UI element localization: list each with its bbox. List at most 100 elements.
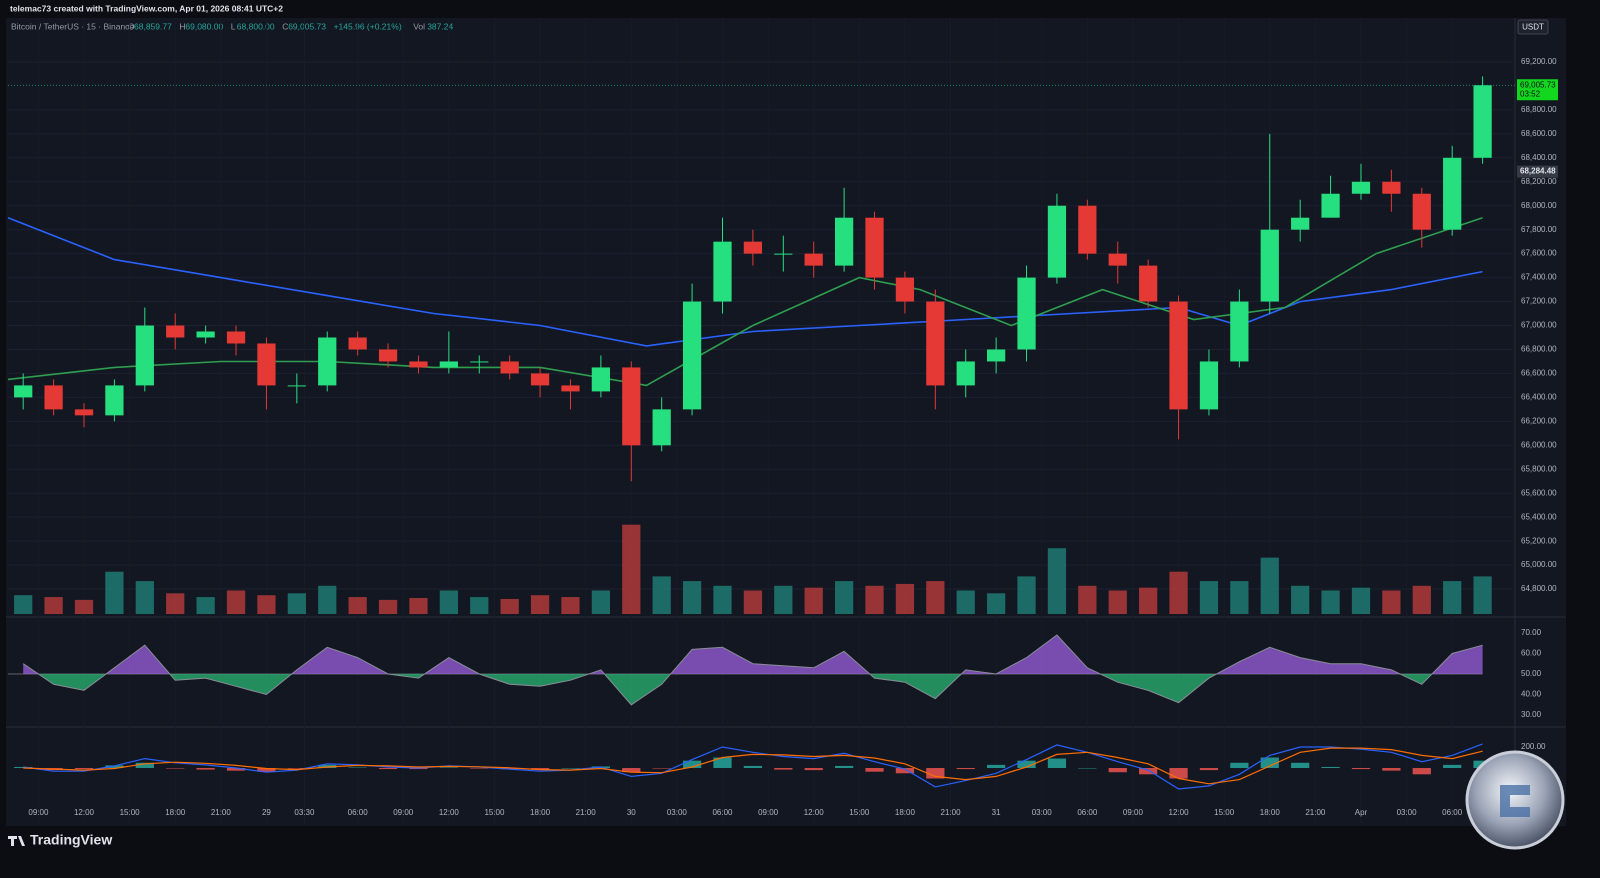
macd-histogram-bar xyxy=(1382,768,1401,771)
ohlc-value: 68,859.77 xyxy=(134,21,172,31)
macd-histogram-bar xyxy=(105,765,124,769)
volume-bar xyxy=(257,595,276,614)
candle-body xyxy=(774,253,793,255)
candle-body xyxy=(14,385,33,398)
y-tick-label: 66,200.00 xyxy=(1521,416,1557,425)
x-tick-label: 12:00 xyxy=(1169,808,1190,817)
macd-histogram-bar xyxy=(804,768,823,771)
candle-body xyxy=(591,367,610,392)
rsi-fill-lower xyxy=(38,674,1432,705)
volume-bar xyxy=(44,597,63,614)
avatar-glyph xyxy=(1500,785,1530,817)
candle-body xyxy=(652,409,671,446)
volume-bar xyxy=(743,590,763,614)
volume-bar xyxy=(439,590,458,614)
macd-histogram-bar xyxy=(530,768,550,770)
candle-body xyxy=(500,361,519,374)
macd-histogram-bar xyxy=(1412,768,1431,775)
macd-histogram-bar xyxy=(1260,757,1279,769)
macd-histogram-bar xyxy=(1443,764,1462,769)
volume-bar xyxy=(1230,581,1249,614)
candle-body xyxy=(1047,205,1067,278)
candle-body xyxy=(561,385,580,392)
volume-bar xyxy=(834,581,854,614)
candle-body xyxy=(74,409,94,416)
x-tick-label: 09:00 xyxy=(1123,808,1144,817)
macd-histogram-bar xyxy=(1321,766,1340,769)
volume-bar xyxy=(196,597,215,614)
macd-line xyxy=(23,743,1483,790)
macd-histogram-bar xyxy=(1291,762,1310,769)
candle-body xyxy=(226,331,246,344)
ohlc-value: 68,800.00 xyxy=(237,21,275,31)
x-tick-label: 18:00 xyxy=(1260,808,1281,817)
x-tick-label: 03:00 xyxy=(667,808,688,817)
candle-body xyxy=(1412,193,1431,230)
candle-body xyxy=(743,241,763,254)
volume-bar xyxy=(1291,585,1310,614)
x-tick-label: 15:00 xyxy=(484,808,505,817)
volume-bar xyxy=(500,598,519,614)
x-tick-label: 09:00 xyxy=(758,808,779,817)
x-tick-label: 12:00 xyxy=(74,808,95,817)
x-tick-label: 06:00 xyxy=(1442,808,1463,817)
x-tick-label: 21:00 xyxy=(211,808,232,817)
volume-bar xyxy=(348,597,367,614)
volume-bar xyxy=(1108,590,1127,614)
marker-box xyxy=(1517,165,1558,178)
volume-bar xyxy=(135,581,154,614)
candle-body xyxy=(257,343,276,386)
y-tick-label: 69,200.00 xyxy=(1521,57,1557,66)
rsi-line xyxy=(22,634,1483,706)
y-tick-label: 67,000.00 xyxy=(1521,321,1557,330)
volume-bar xyxy=(1199,581,1219,614)
x-tick-label: 03:00 xyxy=(1397,808,1418,817)
candle-body xyxy=(682,301,702,410)
macd-histogram-bar xyxy=(834,765,854,769)
rsi-tick-label: 30.00 xyxy=(1521,710,1542,719)
macd-histogram-bar xyxy=(470,768,489,769)
volume-bar xyxy=(1473,576,1492,614)
candle-body xyxy=(1321,193,1340,218)
vol-key: Vol xyxy=(413,21,425,31)
avatar-coin xyxy=(1465,750,1565,850)
macd-histogram-bar xyxy=(1047,758,1067,769)
x-tick-label: 15:00 xyxy=(120,808,141,817)
macd-histogram-bar xyxy=(652,768,671,769)
x-tick-label: 03:30 xyxy=(294,808,315,817)
y-tick-label: 65,200.00 xyxy=(1521,536,1557,545)
candle-body xyxy=(1139,265,1158,302)
y-tick-label: 67,600.00 xyxy=(1521,249,1557,258)
volume-bar xyxy=(1260,557,1279,614)
macd-histogram-bar xyxy=(895,768,915,774)
candle-body xyxy=(166,325,185,338)
macd-histogram-bar xyxy=(74,768,94,770)
x-tick-label: 15:00 xyxy=(849,808,870,817)
x-tick-label: 21:00 xyxy=(1305,808,1326,817)
y-tick-label: 68,800.00 xyxy=(1521,105,1557,114)
avatar xyxy=(1465,750,1565,850)
macd-histogram-bar xyxy=(926,768,945,779)
candle-body xyxy=(1473,85,1492,158)
x-tick-label: 18:00 xyxy=(895,808,916,817)
marker-label: 68,284.48 xyxy=(1520,167,1556,176)
macd-histogram-bar xyxy=(865,768,884,772)
volume-bar xyxy=(166,593,185,614)
macd-histogram-bar xyxy=(439,767,458,769)
x-tick-label: 12:00 xyxy=(804,808,825,817)
change: +145.96 (+0.21%) xyxy=(334,21,402,31)
x-tick-label: 12:00 xyxy=(439,808,460,817)
candle-body xyxy=(196,331,215,338)
macd-histogram-bar xyxy=(1139,768,1158,775)
y-tick-label: 68,000.00 xyxy=(1521,201,1557,210)
x-tick-label: 09:00 xyxy=(393,808,414,817)
macd-histogram-bar xyxy=(956,768,975,770)
y-tick-label: 68,400.00 xyxy=(1521,153,1557,162)
candle-body xyxy=(1382,181,1401,194)
candle-body xyxy=(1199,361,1219,410)
symbol: Bitcoin / TetherUS · 15 · Binance xyxy=(11,21,134,31)
volume-bar xyxy=(470,597,489,614)
x-tick-label: 29 xyxy=(262,808,271,817)
macd-histogram-bar xyxy=(1017,760,1036,769)
y-tick-label: 66,400.00 xyxy=(1521,392,1557,401)
